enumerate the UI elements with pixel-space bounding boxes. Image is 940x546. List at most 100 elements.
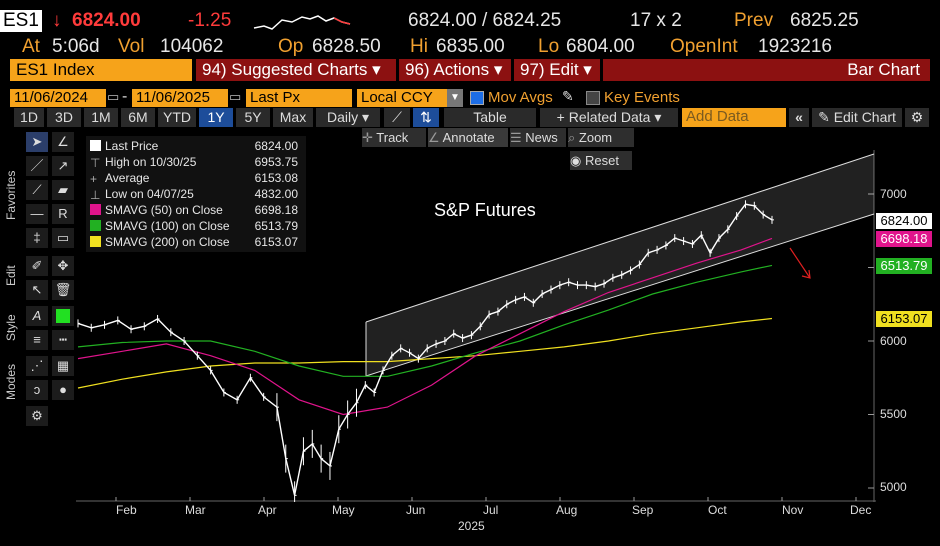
table-button[interactable]: Table	[444, 108, 536, 127]
vol-value: 104062	[160, 36, 224, 57]
side-tab-modes[interactable]: Modes	[4, 363, 18, 401]
annotate-tool-icon[interactable]: ∠	[52, 132, 74, 152]
mov-avgs-checkbox[interactable]	[470, 91, 484, 105]
drawing-toolbar: ➤ ∠ ／ ↗ ⟋ ▰ — R ‡ ▭ ✐ ✥ ↖ 🗑 A ≡ ┅ ⋰ ▦ ↄ …	[0, 128, 80, 428]
ticker-box[interactable]: ES1	[0, 10, 42, 32]
side-tab-style[interactable]: Style	[4, 314, 18, 342]
legend-row: SMAVG (100) on Close 6513.79	[90, 218, 302, 234]
calendar-icon[interactable]: ▭	[107, 89, 120, 104]
legend-value: 6153.08	[254, 171, 298, 185]
settings-gear-icon[interactable]: ⚙	[26, 406, 48, 426]
sma200-tag: 6153.07	[876, 311, 932, 327]
x-month-label: Oct	[708, 503, 727, 517]
legend-label: SMAVG (200) on Close	[105, 235, 230, 249]
currency-value: Local CCY	[361, 89, 433, 106]
snap-icon[interactable]: ⋰	[26, 356, 48, 376]
mov-avgs-label: Mov Avgs	[488, 89, 553, 106]
zoom-button[interactable]: ⌕ Zoom	[568, 128, 634, 147]
track-label: Track	[376, 130, 409, 145]
edit-chart-button[interactable]: ✎ Edit Chart	[812, 108, 902, 127]
pointer-icon[interactable]: ➤	[26, 132, 48, 152]
zoom-icon: ⌕	[568, 130, 579, 145]
edit-menu[interactable]: 97) Edit ▾	[514, 59, 600, 81]
line-style-icon[interactable]: ┅	[52, 330, 74, 350]
x-month-label: Jun	[406, 503, 426, 517]
line-chart-icon[interactable]: ⟋	[384, 108, 410, 127]
low-marker-icon: ⊥	[90, 188, 101, 202]
legend-swatch	[90, 204, 101, 215]
quote-stats: At 5:06d Vol 104062 Op 6828.50 Hi 6835.0…	[0, 36, 940, 58]
period-3d[interactable]: 3D	[47, 108, 81, 127]
x-month-label: Sep	[632, 503, 654, 517]
period-5y[interactable]: 5Y	[236, 108, 270, 127]
grid-icon[interactable]: ▦	[52, 356, 74, 376]
move-icon[interactable]: ✥	[52, 256, 74, 276]
chart-type-title: Bar Chart	[603, 59, 930, 81]
chart-type-label: Bar Chart	[847, 60, 920, 79]
series-line-smavg-200-	[77, 317, 773, 389]
add-data-input[interactable]: Add Data	[682, 108, 786, 127]
news-button[interactable]: ☰ News	[510, 128, 566, 147]
legend-row: ⊥ Low on 04/07/25 4832.00	[90, 186, 302, 202]
key-events-label: Key Events	[604, 89, 680, 106]
collapse-icon[interactable]: «	[789, 108, 809, 127]
color-picker-icon[interactable]	[52, 306, 74, 326]
start-date-field[interactable]: 11/06/2024	[10, 89, 106, 107]
trend-channel	[366, 154, 874, 376]
security-field[interactable]: ES1 Index	[10, 59, 192, 81]
select-edit-icon[interactable]: ↖	[26, 280, 48, 300]
actions-menu[interactable]: 96) Actions ▾	[399, 59, 511, 81]
retracement-icon[interactable]: R	[52, 204, 74, 224]
quote-header: ES1 ↓ 6824.00 -1.25 6824.00 / 6824.25 17…	[0, 10, 940, 34]
gear-icon[interactable]: ⚙	[905, 108, 929, 127]
legend-value: 4832.00	[254, 187, 298, 201]
news-label: News	[525, 130, 558, 145]
key-events-checkbox[interactable]	[586, 91, 600, 105]
period-6m[interactable]: 6M	[121, 108, 155, 127]
bar-chart-icon[interactable]: ⇅	[413, 108, 439, 127]
ray-tool-icon[interactable]: ↗	[52, 156, 74, 176]
pencil-icon[interactable]: ✎	[562, 88, 574, 104]
frequency-select[interactable]: Daily ▾	[316, 108, 380, 127]
series-line-smavg-50-	[77, 237, 773, 416]
period-max[interactable]: Max	[273, 108, 313, 127]
side-tab-edit[interactable]: Edit	[4, 265, 18, 287]
field-select[interactable]: Last Px	[246, 89, 352, 107]
x-month-label: Dec	[850, 503, 872, 517]
crosshair-icon: ✛	[362, 130, 377, 145]
brush-icon[interactable]: ✐	[26, 256, 48, 276]
x-year-label: 2025	[458, 519, 485, 533]
annotate-button[interactable]: ∠ Annotate	[428, 128, 508, 147]
reset-button[interactable]: ◉ Reset	[570, 151, 632, 170]
reset-icon: ◉	[570, 153, 585, 168]
text-tool-icon[interactable]: A	[26, 306, 48, 326]
side-tab-favorites[interactable]: Favorites	[4, 170, 18, 220]
edit-chart-label: Edit Chart	[833, 109, 896, 125]
channel-tool-icon[interactable]: ▰	[52, 180, 74, 200]
period-ytd[interactable]: YTD	[158, 108, 196, 127]
palette-icon[interactable]: ●	[52, 380, 74, 400]
line-tool-icon[interactable]: ／	[26, 156, 48, 176]
fib-tool-icon[interactable]: ‡	[26, 228, 48, 248]
suggested-charts-menu[interactable]: 94) Suggested Charts ▾	[196, 59, 396, 81]
track-button[interactable]: ✛ Track	[362, 128, 426, 147]
end-date-field[interactable]: 11/06/2025	[132, 89, 228, 107]
reset-label: Reset	[584, 153, 619, 168]
currency-select[interactable]: Local CCY ▼	[357, 89, 463, 107]
trend-tool-icon[interactable]: ⟋	[26, 180, 48, 200]
price-chart[interactable]	[76, 150, 876, 502]
rectangle-tool-icon[interactable]: ▭	[52, 228, 74, 248]
period-1d[interactable]: 1D	[14, 108, 44, 127]
net-change: -1.25	[188, 10, 232, 31]
open-interest-value: 1923216	[758, 36, 832, 57]
line-weight-icon[interactable]: ≡	[26, 330, 48, 350]
annotate-icon: ∠	[428, 130, 443, 145]
period-1m[interactable]: 1M	[84, 108, 118, 127]
related-data-button[interactable]: + Related Data ▾	[540, 108, 678, 127]
calendar-icon[interactable]: ▭	[229, 89, 242, 104]
x-month-label: Apr	[258, 503, 277, 517]
horizontal-line-icon[interactable]: —	[26, 204, 48, 224]
trash-icon[interactable]: 🗑	[52, 280, 74, 300]
period-1y[interactable]: 1Y	[199, 108, 233, 127]
magnet-icon[interactable]: ↄ	[26, 380, 48, 400]
